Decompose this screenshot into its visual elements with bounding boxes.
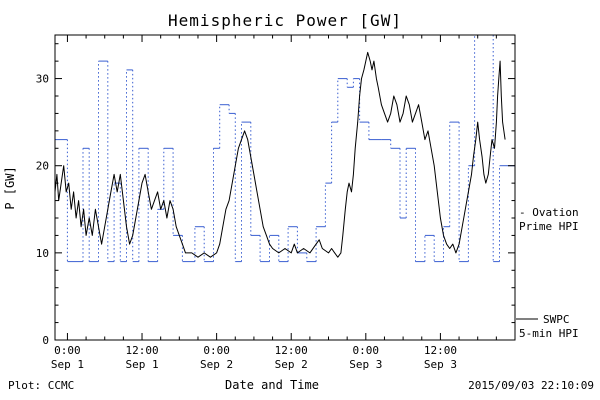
x-axis-label: Date and Time xyxy=(225,378,319,392)
x-tick-time-label: 0:00 xyxy=(54,344,81,357)
x-tick-time-label: 12:00 xyxy=(125,344,158,357)
x-tick-date-label: Sep 2 xyxy=(275,358,308,371)
x-tick-date-label: Sep 3 xyxy=(424,358,457,371)
y-tick-label: 10 xyxy=(36,247,49,260)
y-tick-label: 30 xyxy=(36,73,49,86)
series-swpc-5-min-hpi xyxy=(54,51,506,258)
chart-title: Hemispheric Power [GW] xyxy=(168,11,402,30)
series-ovation-prime-hpi xyxy=(55,34,515,263)
y-tick-label: 20 xyxy=(36,160,49,173)
plot-border xyxy=(54,34,516,341)
x-tick-date-label: Sep 3 xyxy=(349,358,382,371)
footer-plot-source: Plot: CCMC xyxy=(8,379,74,392)
y-axis-label: P [GW] xyxy=(3,166,17,209)
y-tick-label: 0 xyxy=(42,334,49,347)
x-tick-date-label: Sep 1 xyxy=(125,358,158,371)
legend-swpc-line2: 5-min HPI xyxy=(519,327,579,340)
legend-swpc-line1: SWPC xyxy=(543,313,570,326)
footer-timestamp: 2015/09/03 22:10:09 xyxy=(468,379,594,392)
x-tick-time-label: 0:00 xyxy=(353,344,380,357)
legend-ovation-line1: - Ovation xyxy=(519,206,579,219)
x-tick-time-label: 0:00 xyxy=(203,344,230,357)
legend-ovation-line2: Prime HPI xyxy=(519,220,579,233)
x-tick-date-label: Sep 2 xyxy=(200,358,233,371)
data-line xyxy=(54,51,506,258)
x-tick-time-label: 12:00 xyxy=(275,344,308,357)
x-tick-date-label: Sep 1 xyxy=(51,358,84,371)
x-tick-time-label: 12:00 xyxy=(424,344,457,357)
